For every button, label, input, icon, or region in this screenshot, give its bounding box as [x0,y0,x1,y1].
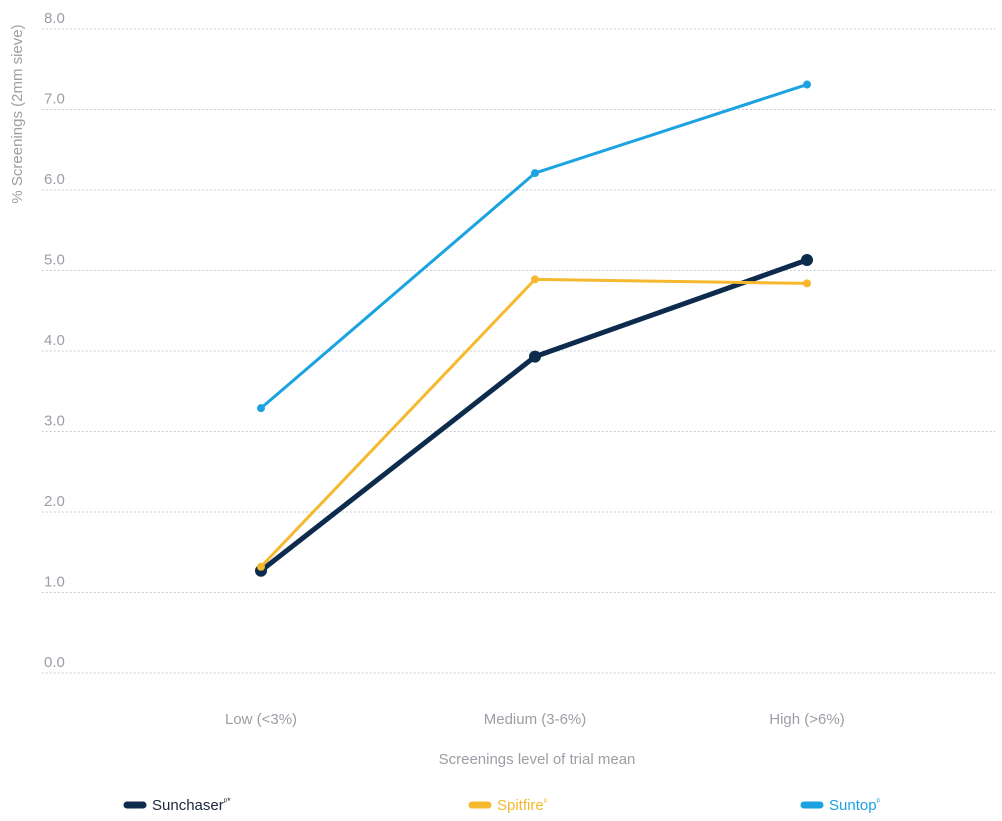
legend-label: Suntop [829,797,877,814]
y-tick-label: 5.0 [44,252,65,269]
data-point-sunchaser [529,350,541,363]
data-point-sunchaser [801,254,813,267]
y-tick-label: 4.0 [44,332,65,349]
data-point-suntop [803,80,811,89]
data-point-suntop [257,404,265,413]
y-tick-label: 6.0 [44,171,65,188]
legend: Sunchaserᵖ* Spitfireᵖ Suntopᵖ [123,796,881,814]
data-point-spitfire [257,562,265,571]
legend-mark: ᵖ [877,796,881,806]
y-tick-label: 2.0 [44,493,65,510]
x-tick-label: Low (<3%) [225,711,297,728]
legend-label: Spitfire [497,797,544,814]
legend-mark: ᵖ [544,796,548,806]
series-line-spitfire [259,277,809,569]
legend-label: Sunchaser [152,797,224,814]
legend-entry-suntop: Suntopᵖ [829,796,881,814]
x-tick-label: Medium (3-6%) [484,711,587,728]
y-tick-label: 8.0 [44,10,65,27]
y-tick-label: 1.0 [44,574,65,591]
y-tick-label: 7.0 [44,91,65,108]
legend-mark: ᵖ* [224,796,231,806]
x-axis-title: Screenings level of trial mean [439,751,636,768]
y-tick-label: 0.0 [44,654,65,671]
legend-entry-sunchaser: Sunchaserᵖ* [152,796,231,814]
grid-lines [42,28,995,674]
y-axis-title: % Screenings (2mm sieve) [9,24,26,203]
data-point-spitfire [803,279,811,288]
x-tick-label: High (>6%) [769,711,844,728]
x-tick-labels: Low (<3%) Medium (3-6%) High (>6%) [225,711,845,728]
series-lines [255,80,813,577]
series-line-sunchaser [258,257,810,574]
y-tick-label: 3.0 [44,413,65,430]
y-tick-labels: 0.0 1.0 2.0 3.0 4.0 5.0 6.0 7.0 8.0 [44,10,65,671]
legend-entry-spitfire: Spitfireᵖ [497,796,548,814]
data-point-spitfire [531,275,539,284]
data-point-suntop [531,169,539,178]
